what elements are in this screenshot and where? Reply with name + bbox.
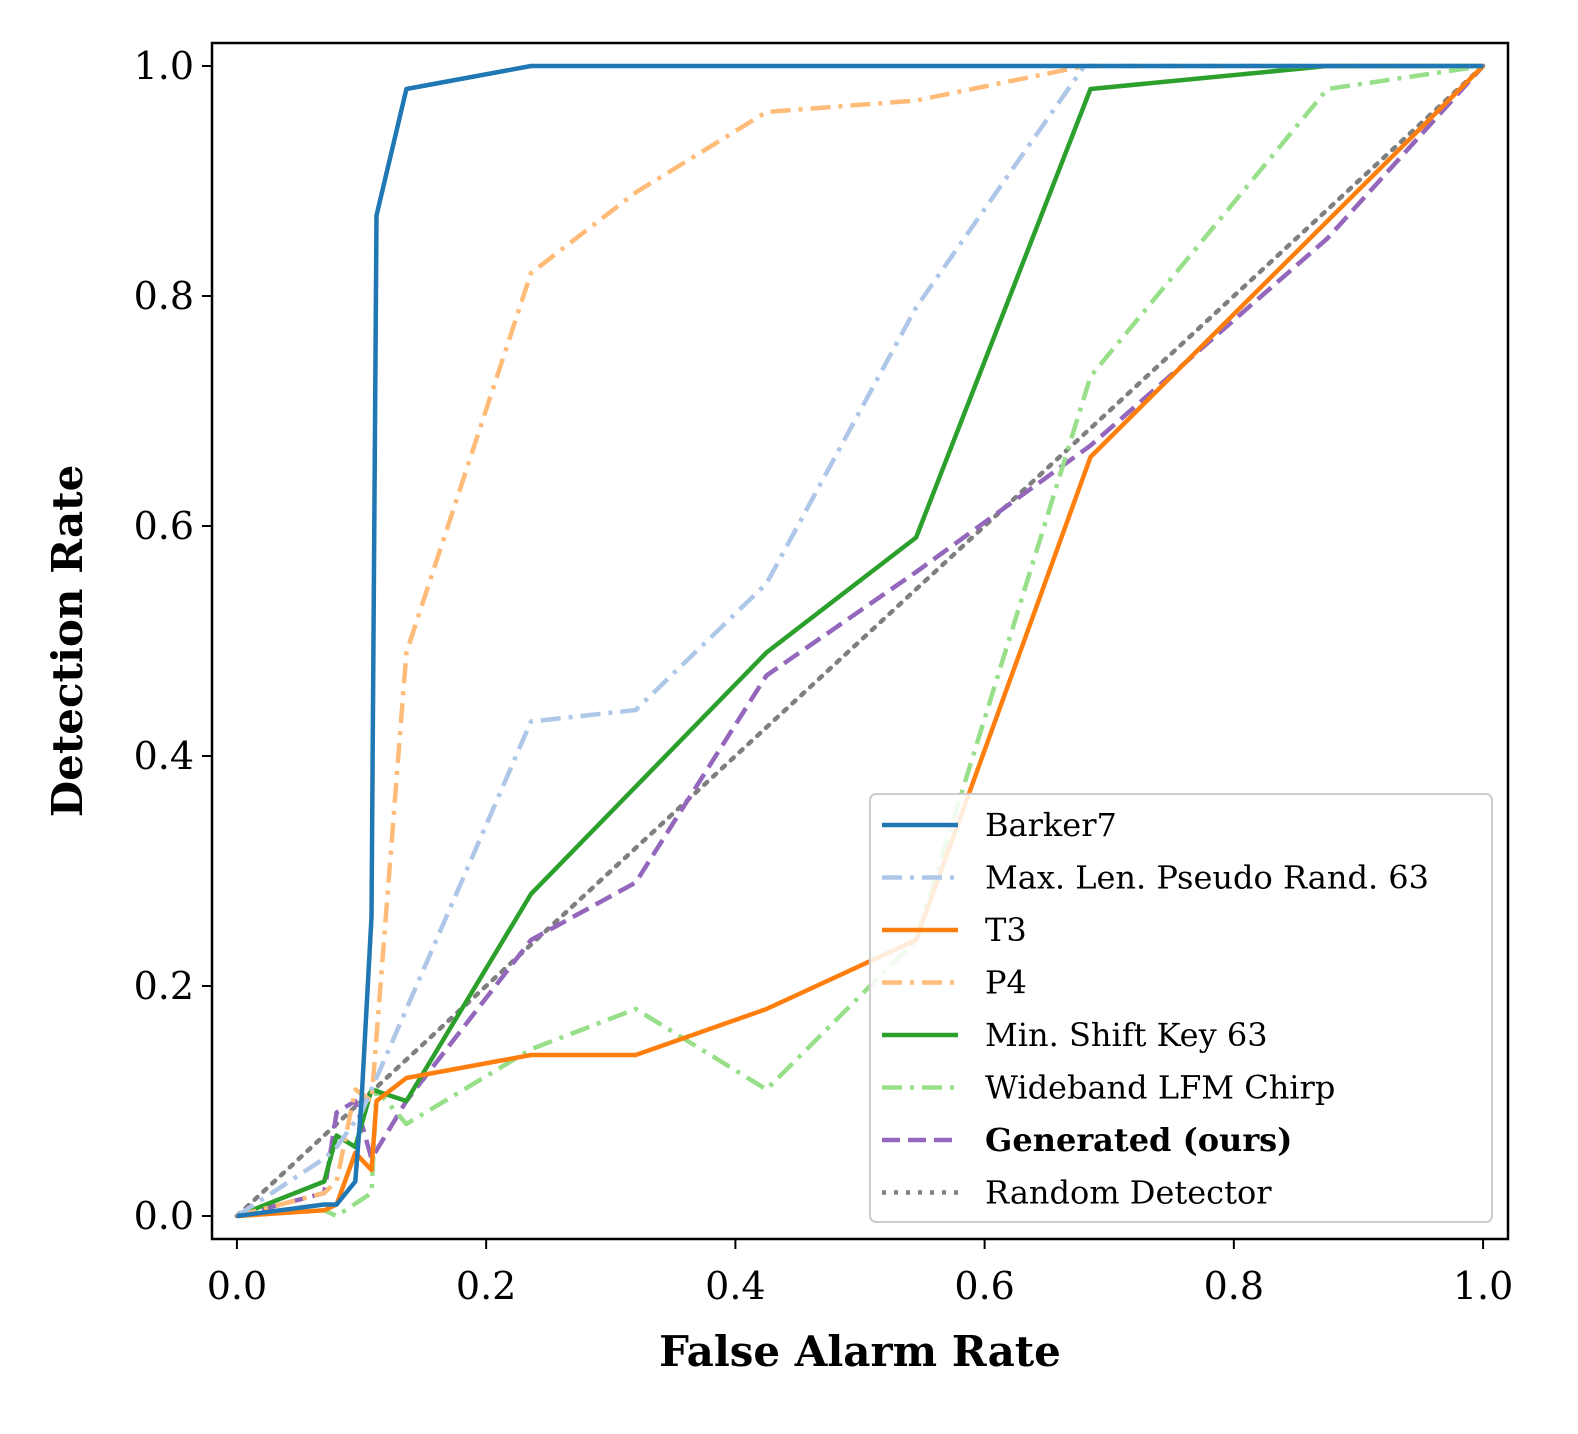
series-line-min-shift-key-63 xyxy=(236,63,1484,1219)
x-tick-label: 0.0 xyxy=(207,1264,267,1308)
y-tick-label: 0.6 xyxy=(134,504,194,548)
legend-box xyxy=(869,793,1493,1223)
series-line-p4 xyxy=(236,63,1484,1219)
legend-label-t3: T3 xyxy=(985,911,1027,949)
legend-label-p4: P4 xyxy=(985,964,1027,1002)
y-tick-label: 0.4 xyxy=(134,734,194,778)
y-tick-label: 0.8 xyxy=(134,274,194,318)
legend-label-wideband-lfm-chirp: Wideband LFM Chirp xyxy=(985,1069,1335,1107)
legend-items: Barker7 Max. Len. Pseudo Rand. 63 T3 P4 Min.… xyxy=(882,806,1429,1212)
legend-label-generated-ours: Generated (ours) xyxy=(985,1121,1292,1159)
y-axis-label: Detection Rate xyxy=(43,465,92,818)
y-tick-label: 1.0 xyxy=(134,44,194,88)
x-tick-label: 1.0 xyxy=(1453,1264,1513,1308)
x-tick-label: 0.4 xyxy=(705,1264,765,1308)
x-tick-label: 0.2 xyxy=(456,1264,516,1308)
x-tick-label: 0.8 xyxy=(1204,1264,1264,1308)
y-tick-label: 0.0 xyxy=(134,1194,194,1238)
legend-label-min-shift-key-63: Min. Shift Key 63 xyxy=(985,1016,1268,1054)
legend-label-max-len-pseudo-rand-63: Max. Len. Pseudo Rand. 63 xyxy=(985,859,1429,897)
ticks-layer: 0.0 0.2 0.4 0.6 0.8 1.0 0.0 0.2 0.4 0.6 0.8 1.0 xyxy=(134,44,1514,1308)
series-line-generated-ours xyxy=(236,64,1485,1219)
legend: Barker7 Max. Len. Pseudo Rand. 63 T3 P4 Min.… xyxy=(869,793,1493,1223)
plot-frame xyxy=(210,41,1510,1241)
y-tick-label: 0.2 xyxy=(134,964,194,1008)
legend-label-barker7: Barker7 xyxy=(985,806,1117,844)
series-line-max-len-pseudo-rand-63 xyxy=(235,63,1484,1218)
series-line-barker7 xyxy=(236,63,1484,1219)
legend-label-random-detector: Random Detector xyxy=(985,1174,1272,1212)
x-tick-label: 0.6 xyxy=(954,1264,1014,1308)
x-axis-label: False Alarm Rate xyxy=(659,1327,1061,1376)
